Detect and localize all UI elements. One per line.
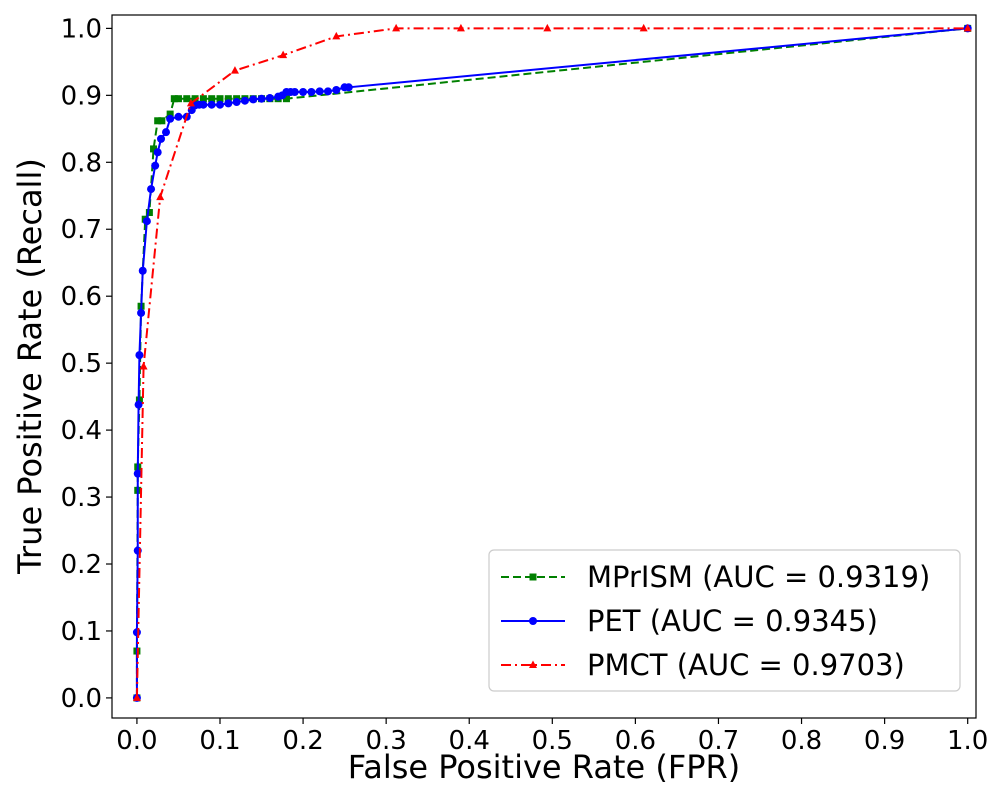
y-tick-label: 0.1 xyxy=(61,617,102,647)
data-point xyxy=(147,185,156,194)
data-point xyxy=(199,100,208,109)
data-point xyxy=(139,362,148,370)
y-tick-label: 0.2 xyxy=(61,550,102,580)
data-point xyxy=(232,98,241,107)
legend-marker xyxy=(529,573,537,581)
data-point xyxy=(138,266,147,275)
data-point xyxy=(191,95,199,103)
data-point xyxy=(133,469,142,478)
data-point xyxy=(307,87,316,96)
data-point xyxy=(174,112,183,121)
x-tick-label: 0.8 xyxy=(781,726,822,756)
y-tick-label: 0.0 xyxy=(61,684,102,714)
data-point xyxy=(158,117,166,125)
data-point xyxy=(279,50,288,59)
x-tick-label: 0.4 xyxy=(449,726,490,756)
data-point xyxy=(265,94,274,103)
data-point xyxy=(132,693,141,701)
legend-box xyxy=(488,549,961,692)
y-tick-label: 0.7 xyxy=(61,215,102,245)
series-line xyxy=(135,27,968,698)
legend-entry-label: PMCT (AUC = 0.9703) xyxy=(587,648,905,682)
x-tick-label: 0.2 xyxy=(282,726,323,756)
plot-frame xyxy=(111,14,977,719)
data-point xyxy=(392,23,401,32)
legend-entry-label: MPrISM (AUC = 0.9319) xyxy=(587,560,930,594)
series-triangle xyxy=(132,23,972,701)
data-point xyxy=(166,114,175,123)
data-point xyxy=(324,87,332,96)
data-point xyxy=(257,94,266,103)
data-point xyxy=(207,100,216,109)
data-point xyxy=(157,134,166,143)
data-point xyxy=(216,95,224,103)
data-point xyxy=(137,308,146,317)
y-tick-label: 0.5 xyxy=(61,349,102,379)
y-tick-label: 0.6 xyxy=(61,282,102,312)
data-point xyxy=(639,23,648,32)
data-point xyxy=(344,83,353,92)
data-point xyxy=(170,95,178,103)
data-point xyxy=(135,351,144,360)
y-axis: 0.0 0.1 0.2 0.3 0.4 0.5 0.6 0.7 0.8 0.9 1.0 xyxy=(61,14,112,714)
data-point xyxy=(224,95,232,103)
x-tick-label: 1.0 xyxy=(947,726,988,756)
data-point xyxy=(332,85,341,94)
data-point xyxy=(282,95,290,103)
data-point xyxy=(543,23,552,32)
data-point xyxy=(142,217,151,226)
y-tick-label: 0.4 xyxy=(61,416,102,446)
data-point xyxy=(145,209,153,217)
data-point xyxy=(963,23,972,32)
data-point xyxy=(199,95,207,103)
data-point xyxy=(315,87,324,96)
data-point xyxy=(174,95,182,103)
x-tick-label: 0.7 xyxy=(698,726,739,756)
y-tick-label: 0.3 xyxy=(61,483,102,513)
data-point xyxy=(216,100,224,109)
data-point xyxy=(332,31,341,40)
x-axis-label: False Positive Rate (FPR) xyxy=(348,748,740,786)
data-point xyxy=(299,87,308,96)
x-tick-label: 0.1 xyxy=(199,726,240,756)
y-axis-label: True Positive Rate (Recall) xyxy=(11,158,49,575)
data-point xyxy=(156,192,165,201)
x-tick-label: 0.0 xyxy=(116,726,157,756)
x-tick-label: 0.6 xyxy=(615,726,656,756)
x-tick-label: 0.3 xyxy=(365,726,406,756)
x-tick-label: 0.9 xyxy=(864,726,905,756)
y-tick-label: 0.9 xyxy=(61,81,102,111)
y-tick-label: 0.8 xyxy=(61,148,102,178)
data-point xyxy=(230,66,239,74)
x-axis: 0.0 0.1 0.2 0.3 0.4 0.5 0.6 0.7 0.8 0.9 1.0 xyxy=(116,718,988,756)
data-point xyxy=(183,95,191,103)
data-point xyxy=(151,161,160,170)
series-line xyxy=(135,27,968,698)
legend-entry-label: PET (AUC = 0.9345) xyxy=(587,604,878,638)
data-point xyxy=(153,148,162,157)
data-point xyxy=(162,128,170,137)
data-point xyxy=(166,110,174,118)
data-point xyxy=(240,96,249,105)
data-point xyxy=(132,628,141,637)
legend-marker xyxy=(529,660,537,668)
data-point xyxy=(134,400,143,409)
y-tick-label: 1.0 xyxy=(61,14,102,44)
data-point xyxy=(290,87,299,96)
legend: MPrISM (AUC = 0.9319) PET (AUC = 0.9345) P… xyxy=(488,549,961,692)
data-point xyxy=(154,117,162,125)
data-point xyxy=(208,95,216,103)
data-point xyxy=(186,98,195,107)
data-point xyxy=(456,23,465,32)
series-layer xyxy=(132,23,972,702)
data-point xyxy=(249,95,258,104)
x-tick-label: 0.5 xyxy=(532,726,573,756)
data-point xyxy=(150,145,158,153)
legend-marker xyxy=(529,617,537,625)
data-point xyxy=(224,99,233,108)
